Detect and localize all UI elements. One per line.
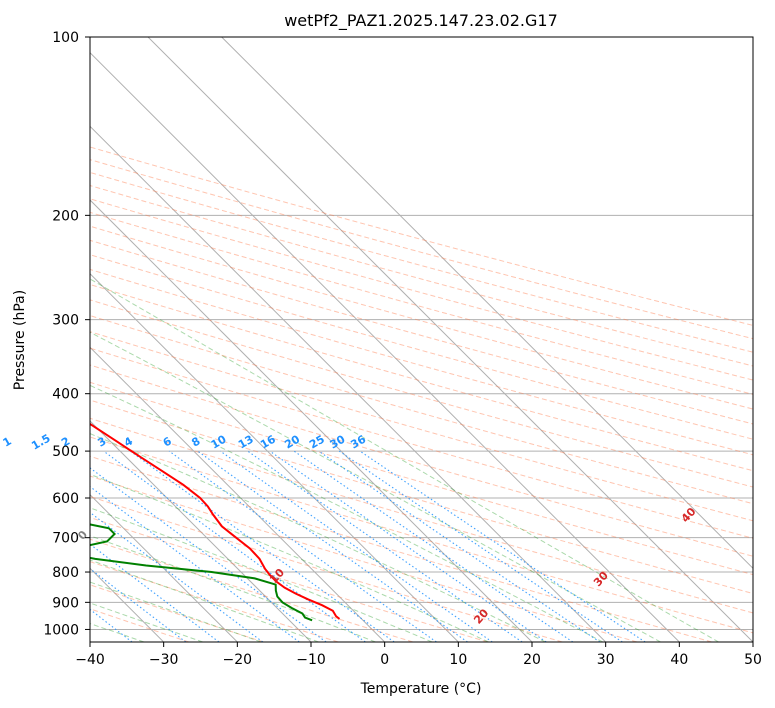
y-tick-label: 100 — [52, 30, 79, 46]
mixing-ratio-line — [269, 450, 547, 642]
dry-adiabat-line — [90, 417, 753, 614]
dry-adiabat-line — [90, 364, 753, 557]
mixing-ratio-label: 10 — [209, 432, 229, 451]
y-axis-label: Pressure (hPa) — [12, 290, 28, 390]
dry-adiabat-line — [90, 347, 753, 539]
isotherm-line — [90, 125, 607, 642]
x-tick-label: −20 — [223, 652, 253, 668]
mixing-ratio-line — [90, 467, 327, 642]
y-tick-label: 200 — [52, 208, 79, 224]
isotherm-line — [90, 346, 386, 642]
dry-adiabat-line — [90, 561, 339, 642]
moist-adiabat-line — [90, 559, 319, 642]
dry-adiabat-line — [90, 283, 753, 472]
moist-adiabat-line — [90, 507, 433, 642]
plot-frame — [89, 36, 754, 643]
dry-adiabat-line — [90, 184, 753, 367]
y-tick-label: 400 — [52, 387, 79, 403]
x-tick-label: −10 — [296, 652, 326, 668]
y-tick-label: 800 — [52, 565, 79, 581]
dry-adiabat-line — [90, 331, 753, 522]
temperature-line — [90, 422, 341, 620]
mixing-ratio-label: 36 — [348, 432, 368, 451]
mixing-ratio-line — [293, 450, 574, 642]
mixing-ratio-line — [168, 450, 437, 642]
moist-adiabat-line — [90, 473, 489, 642]
mixing-ratio-line — [338, 450, 623, 642]
isotherm-line — [221, 37, 753, 570]
mixing-ratio-label: 20 — [282, 432, 302, 451]
x-tick-label: 0 — [380, 652, 389, 668]
dry-adiabat-label: 40 — [679, 505, 699, 525]
mixing-ratio-line — [90, 543, 220, 642]
x-tick-label: 20 — [523, 652, 541, 668]
dry-adiabat-line — [90, 254, 753, 440]
background-lines-layer — [90, 146, 753, 642]
mixing-ratio-label: 13 — [236, 433, 256, 452]
mixing-ratio-line — [220, 450, 493, 642]
axis-ticks-layer: −40 −30 −20 −10 0 10 20 30 40 50 100 200 300 400 500 60… — [43, 30, 762, 668]
dry-adiabat-line — [90, 198, 753, 381]
moist-adiabat-line — [90, 331, 661, 642]
dry-adiabat-line — [90, 436, 753, 634]
isotherm-line — [90, 420, 312, 642]
y-tick-label: 300 — [52, 313, 79, 329]
dry-adiabat-line — [90, 159, 753, 340]
dry-adiabat-line — [90, 171, 753, 353]
dry-adiabat-line — [90, 211, 753, 395]
moist-adiabat-line — [90, 535, 376, 642]
dry-adiabat-line — [90, 495, 563, 642]
y-tick-label: 600 — [52, 491, 79, 507]
mixing-ratio-line — [197, 450, 468, 642]
dry-adiabat-line — [90, 475, 638, 642]
line-labels-layer: 0.10.20.40.611.52346810131620253036-100-… — [1, 432, 699, 627]
isotherm-line — [90, 51, 680, 642]
dry-adiabat-line — [90, 299, 753, 488]
mixing-ratio-line — [103, 450, 366, 642]
isotherm-line — [90, 493, 238, 642]
moist-adiabat-line — [90, 433, 546, 642]
y-tick-label: 700 — [52, 531, 79, 547]
dry-adiabat-line — [90, 225, 753, 410]
dry-adiabat-line — [90, 268, 753, 456]
x-tick-label: 10 — [449, 652, 467, 668]
dry-adiabat-line — [90, 146, 753, 326]
y-tick-label: 1000 — [43, 622, 79, 638]
dry-adiabat-label: 20 — [471, 606, 491, 626]
isotherm-line — [147, 37, 753, 642]
series-layer — [90, 422, 341, 622]
x-tick-label: −30 — [149, 652, 179, 668]
x-tick-label: 30 — [597, 652, 615, 668]
mixing-ratio-label: 1.5 — [29, 432, 52, 453]
moist-adiabat-line — [90, 278, 719, 642]
x-tick-label: −40 — [75, 652, 105, 668]
mixing-ratio-line — [318, 450, 601, 642]
moist-adiabat-line — [90, 602, 203, 642]
dry-adiabat-line — [90, 381, 753, 576]
mixing-ratio-line — [90, 568, 187, 642]
mixing-ratio-line — [129, 450, 395, 642]
mixing-ratio-label: 1 — [1, 435, 14, 450]
x-tick-label: 40 — [670, 652, 688, 668]
dry-adiabat-line — [90, 239, 753, 425]
dry-adiabat-line — [90, 608, 189, 642]
dewpoint-line — [90, 523, 313, 622]
chart-title: wetPf2_PAZ1.2025.147.23.02.G17 — [284, 11, 558, 31]
dry-adiabat-line — [90, 399, 753, 595]
y-tick-label: 900 — [52, 595, 79, 611]
mixing-ratio-label: 30 — [328, 432, 348, 451]
x-tick-label: 50 — [744, 652, 762, 668]
isotherm-line — [90, 199, 533, 642]
mixing-ratio-label: 6 — [161, 434, 174, 449]
dry-adiabat-line — [90, 516, 488, 642]
y-tick-label: 500 — [52, 444, 79, 460]
mixing-ratio-line — [359, 450, 646, 642]
mixing-ratio-label: 8 — [189, 435, 202, 450]
x-axis-label: Temperature (°C) — [360, 681, 482, 697]
dry-adiabat-line — [90, 315, 753, 505]
grid-layer — [90, 37, 753, 642]
isotherm-line — [90, 272, 459, 642]
